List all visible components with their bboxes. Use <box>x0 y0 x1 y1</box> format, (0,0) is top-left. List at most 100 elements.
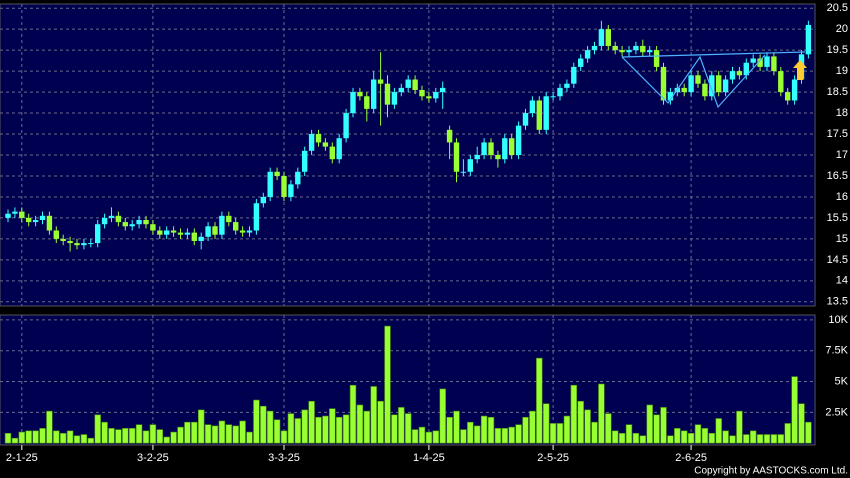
volume-bar <box>770 434 778 444</box>
volume-bar <box>432 430 439 444</box>
candle-body <box>591 45 598 51</box>
volume-bar <box>322 415 329 444</box>
candle-body <box>550 96 556 98</box>
y-tick-label: 18.5 <box>827 86 848 98</box>
volume-bar <box>11 437 19 444</box>
candle-body <box>584 50 591 59</box>
volume-bar <box>260 405 267 444</box>
volume-bar <box>301 409 308 444</box>
x-tick-label: 2-6-25 <box>675 452 707 464</box>
y-tick-label: 14 <box>836 275 848 287</box>
volume-bar <box>294 418 301 444</box>
candle-body <box>716 75 722 93</box>
volume-bar <box>501 428 508 444</box>
volume-bar <box>163 436 170 444</box>
candle-body <box>302 150 308 172</box>
candle-body <box>177 232 184 235</box>
candle-body <box>371 79 377 109</box>
candle-body <box>557 87 563 97</box>
volume-bar <box>536 357 543 444</box>
volume-bar <box>777 434 785 444</box>
candle-body <box>660 66 667 101</box>
volume-bar <box>708 432 716 444</box>
volume-bar <box>556 423 564 444</box>
y-tick-label: 13.5 <box>827 296 848 308</box>
candle-body <box>95 224 101 244</box>
volume-bar <box>625 424 633 444</box>
volume-bar <box>487 416 495 444</box>
volume-bar <box>549 423 557 444</box>
x-tick-label: 2-5-25 <box>537 452 569 464</box>
volume-bar <box>349 384 357 444</box>
candle-body <box>329 146 335 160</box>
volume-bar <box>680 430 688 444</box>
plot: 13.5 14 14.5 15 15.5 16 16.5 17 17.5 18 18.5 19 19.5… <box>0 2 849 464</box>
volume-bar <box>94 414 101 444</box>
volume-bar <box>508 426 515 444</box>
volume-bar <box>743 434 750 444</box>
y-tick-label: 16 <box>836 191 848 203</box>
candle-body <box>343 113 349 139</box>
candle-body <box>460 171 467 173</box>
volume-bar <box>763 434 771 444</box>
volume-bar <box>46 410 53 444</box>
volume-bar <box>687 432 695 444</box>
candle-body <box>778 71 784 93</box>
candle-body <box>791 79 798 101</box>
volume-bar <box>39 428 46 444</box>
candle-body <box>412 79 418 90</box>
candle-body <box>129 224 135 227</box>
volume-bar <box>701 428 709 444</box>
volume-bar <box>308 400 315 444</box>
volume-bar <box>32 430 39 444</box>
candle-body <box>440 87 446 93</box>
volume-bar <box>225 424 232 444</box>
candle-body <box>212 226 218 235</box>
volume-bar <box>563 415 571 444</box>
candle-body <box>467 159 473 172</box>
volume-bar <box>59 432 67 444</box>
volume-bar <box>266 410 274 444</box>
candle-body <box>667 92 674 101</box>
candle-body <box>481 142 487 155</box>
candle-body <box>495 155 501 160</box>
candle-body <box>315 134 322 143</box>
volume-bar <box>191 421 198 444</box>
volume-bar <box>246 431 253 444</box>
candle-body <box>350 92 356 114</box>
candle-body <box>322 142 329 147</box>
x-tick-label: 2-1-25 <box>6 452 38 464</box>
candle-body <box>226 215 232 223</box>
volume-bar <box>618 432 626 444</box>
volume-bar <box>149 424 157 444</box>
candle-body <box>647 50 653 53</box>
candle-body <box>743 62 749 76</box>
candle-body <box>543 96 549 130</box>
volume-bar <box>342 414 350 444</box>
volume-bar <box>411 429 419 444</box>
volume-bar <box>584 409 591 444</box>
volume-bar <box>232 425 239 444</box>
volume-bar <box>756 434 764 444</box>
volume-bar <box>784 423 791 444</box>
candle-body <box>564 83 570 88</box>
candle-body <box>702 83 708 97</box>
y2-tick-label: 10K <box>828 314 848 326</box>
copyright: Copyright by AASTOCKS.com Ltd. <box>694 466 848 477</box>
candle-body <box>488 142 494 155</box>
y-tick-label: 19 <box>836 65 848 77</box>
candle-body <box>357 92 363 97</box>
candle-body <box>750 58 756 63</box>
volume-bar <box>156 429 163 444</box>
candle-body <box>88 243 94 245</box>
candle-body <box>626 50 632 53</box>
volume-bar <box>4 432 12 444</box>
volume-bar <box>729 435 736 444</box>
candle-body <box>39 215 46 221</box>
candle-body <box>729 71 736 80</box>
candle-body <box>101 217 108 225</box>
candle-body <box>260 196 266 204</box>
volume-bar <box>749 430 757 444</box>
signal-arrow <box>793 60 807 80</box>
